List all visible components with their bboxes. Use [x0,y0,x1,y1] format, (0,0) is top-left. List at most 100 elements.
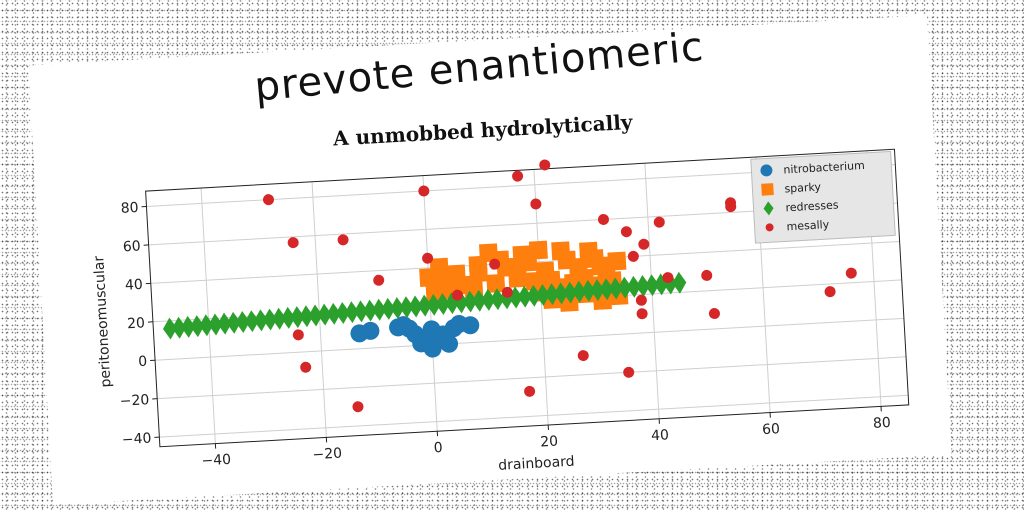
mesally-point [263,194,275,206]
redresses-point [563,281,578,304]
y-tick-label: −40 [121,431,151,449]
redresses-point [481,288,496,311]
mesally-point [422,252,434,264]
nitrobacterium-point [422,320,441,339]
redresses-point [617,276,632,299]
redresses-point [253,309,268,332]
redresses-point [226,311,241,334]
y-tick-label: −20 [119,392,149,410]
mesally-point [292,329,304,341]
x-tick-label: 60 [762,421,781,438]
redresses-point [290,306,305,329]
redresses-point [626,275,641,298]
redresses-point [608,277,623,300]
mesally-point [620,226,632,238]
y-tick-label: 0 [138,354,148,370]
mesally-point [287,237,299,249]
redresses-point [526,284,541,307]
mesally-point [662,272,674,284]
redresses-point [190,315,205,338]
mesally-point [708,308,720,320]
chart-figure: prevote enantiomeric A unmobbed hydrolyt… [28,15,952,505]
redresses-point [172,316,187,339]
redresses-point [426,293,441,316]
redresses-point [635,275,650,297]
redresses-point [672,271,687,294]
legend-marker [763,201,774,216]
redresses-point [281,306,296,329]
redresses-point [399,296,414,319]
y-tick-label: 60 [122,238,141,255]
redresses-point [344,301,359,324]
redresses-point [317,303,332,326]
redresses-point [208,313,223,336]
y-grid-line [159,394,909,438]
mesally-point [530,198,542,210]
mesally-point [501,286,513,298]
redresses-point [381,297,396,320]
mesally-point [418,185,430,197]
mesally-point [627,250,639,262]
redresses-point [535,284,550,306]
y-tick-label: 40 [125,277,144,294]
mesally-point [845,267,857,279]
legend-marker [761,183,774,196]
redresses-point [244,310,259,333]
x-grid-line [311,181,327,438]
legend-label: redresses [785,198,839,214]
data-marks [163,159,857,413]
mesally-point [512,170,524,182]
mesally-point [635,294,647,306]
legend-marker [760,164,773,177]
sparky-point [528,240,548,260]
redresses-point [390,297,405,320]
y-tick-label: 80 [120,200,139,217]
y-tick-label: 20 [127,315,146,332]
x-tick-label: −40 [201,452,231,470]
y-grid-line [157,356,907,400]
y-grid-line [155,317,904,361]
redresses-point [163,317,177,340]
mesally-point [623,366,635,378]
redresses-point [299,305,314,328]
x-tick-label: 20 [540,433,559,450]
mesally-point [300,361,312,373]
redresses-point [572,280,587,303]
nitrobacterium-point [394,316,413,335]
legend-label: mesally [786,218,830,233]
series-mesally [263,159,857,413]
redresses-point [363,299,378,322]
legend-label: nitrobacterium [783,159,865,177]
redresses-point [308,304,323,327]
redresses-point [408,295,423,318]
redresses-point [354,300,368,323]
redresses-point [181,315,196,338]
mesally-point [636,308,648,320]
mesally-point [337,234,349,246]
axes-frame [145,148,910,448]
y-axis-label: peritoneomuscular [91,255,114,388]
series-nitrobacterium [350,314,480,358]
mesally-point [352,401,364,413]
redresses-point [554,282,569,305]
redresses-point [654,273,669,296]
mesally-point [638,238,650,250]
mesally-point [489,258,501,270]
redresses-point [463,290,478,313]
axis-ticks: −40 −20 0 20 40 60 80 −40 −20 0 20 40 60 80 [119,200,891,470]
sparky-point [525,271,545,291]
redresses-point [326,302,341,325]
redresses-point [263,308,278,331]
mesally-point [539,159,551,171]
redresses-point [444,292,459,315]
legend-items: nitrobacterium sparky redresses mesally [760,159,865,233]
redresses-point [417,294,432,317]
legend: nitrobacterium sparky redresses mesally [750,150,896,244]
x-axis-label: drainboard [498,454,575,474]
legend-marker [765,223,774,232]
sparky-point [607,251,627,271]
redresses-point [590,279,605,302]
mesally-point [373,274,385,286]
redresses-point [545,283,559,306]
mesally-point [577,350,589,362]
